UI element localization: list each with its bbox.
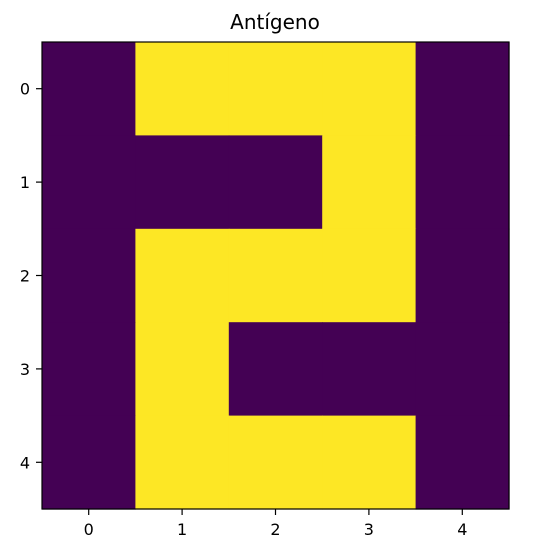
y-tick-label: 1 [20,173,30,192]
y-tick-label: 4 [20,453,30,472]
heatmap-cell [322,228,417,323]
x-tick-label: 2 [270,520,280,539]
y-axis: 0 1 2 3 4 [20,80,42,472]
heatmap-cell [135,415,230,510]
heatmap-cell [415,228,510,323]
heatmap-cell [42,228,136,323]
x-tick-label: 0 [84,520,94,539]
heatmap-cell [135,322,230,417]
heatmap-cell [135,135,230,230]
heatmap-cell [322,135,417,230]
x-tick-label: 1 [177,520,187,539]
heatmap-cell [228,415,323,510]
heatmap-cell [42,322,136,417]
heatmap-cell [42,135,136,230]
y-tick-label: 0 [20,80,30,99]
heatmap-cell [415,415,510,510]
heatmap-cell [42,42,136,136]
heatmap-cell [135,42,230,136]
heatmap-cell [228,228,323,323]
x-axis: 0 1 2 3 4 [84,509,467,539]
heatmap-cells [42,42,510,510]
y-tick-label: 3 [20,360,30,379]
heatmap-cell [322,322,417,417]
heatmap-cell [135,228,230,323]
chart-title: Antígeno [230,10,320,34]
x-tick-label: 3 [364,520,374,539]
heatmap-cell [228,322,323,417]
heatmap-cell [228,135,323,230]
x-tick-label: 4 [457,520,467,539]
heatmap-cell [42,415,136,510]
heatmap-cell [415,135,510,230]
heatmap-cell [322,415,417,510]
heatmap-cell [415,42,510,136]
heatmap-cell [415,322,510,417]
heatmap-cell [228,42,323,136]
y-tick-label: 2 [20,267,30,286]
heatmap-cell [322,42,417,136]
